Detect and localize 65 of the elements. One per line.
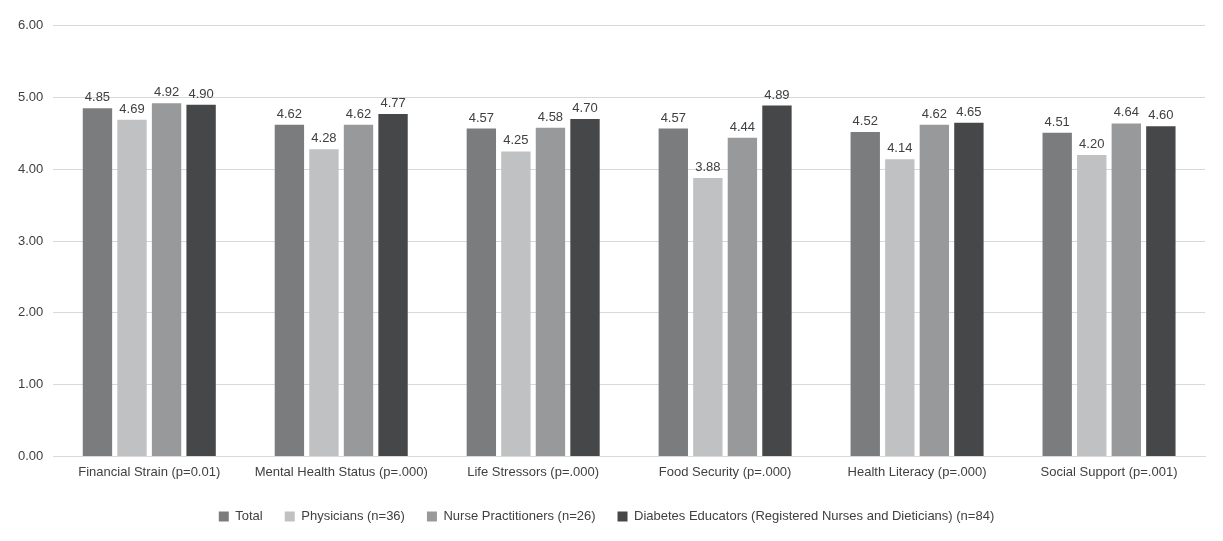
bar <box>378 114 408 456</box>
data-label: 4.89 <box>764 86 790 102</box>
y-tick-label: 3.00 <box>17 232 44 248</box>
bar <box>151 103 182 456</box>
data-label: 4.65 <box>956 103 982 119</box>
y-tick-label: 5.00 <box>17 89 44 105</box>
y-tick-label: 1.00 <box>17 376 44 392</box>
data-label: 4.51 <box>1044 113 1070 129</box>
legend-label: Diabetes Educators (Registered Nurses and Dieticians) (n=84) <box>634 508 995 524</box>
data-label: 4.77 <box>380 95 406 111</box>
bar <box>1042 132 1072 456</box>
data-label: 4.62 <box>345 105 372 121</box>
x-tick-label: Mental Health Status (p=.000) <box>254 463 428 479</box>
bar <box>186 104 216 456</box>
data-label: 4.28 <box>311 130 337 146</box>
bar <box>850 132 880 456</box>
bar <box>885 159 915 456</box>
data-label: 4.92 <box>153 84 180 100</box>
x-tick-label: Health Literacy (p=.000) <box>847 463 987 479</box>
data-label: 4.57 <box>660 109 686 125</box>
bar <box>274 124 305 456</box>
bar <box>570 119 600 456</box>
data-label: 4.60 <box>1148 107 1174 123</box>
data-label: 3.88 <box>695 159 721 175</box>
data-label: 4.57 <box>468 109 495 125</box>
data-label: 4.70 <box>572 100 598 116</box>
data-label: 4.44 <box>729 118 756 134</box>
y-tick-label: 0.00 <box>17 447 44 463</box>
bar <box>309 149 339 456</box>
x-tick-label: Financial Strain (p=0.01) <box>78 463 221 479</box>
legend-label: Total <box>235 508 263 524</box>
data-label: 4.90 <box>188 85 214 101</box>
bar <box>343 124 374 456</box>
bar <box>1077 154 1107 456</box>
bar <box>658 128 688 456</box>
bar <box>693 177 723 456</box>
data-label: 4.85 <box>84 89 111 105</box>
x-tick-label: Food Security (p=.000) <box>658 463 792 479</box>
legend-label: Physicians (n=36) <box>301 508 405 524</box>
bar <box>954 122 984 456</box>
x-tick-label: Social Support (p=.001) <box>1040 463 1178 479</box>
y-tick-label: 4.00 <box>17 160 44 176</box>
legend-label: Nurse Practitioners (n=26) <box>443 508 596 524</box>
bar <box>1111 123 1141 456</box>
bar <box>762 105 792 456</box>
data-label: 4.62 <box>921 105 948 121</box>
data-label: 4.25 <box>503 132 529 148</box>
data-label: 4.20 <box>1079 136 1105 152</box>
bar <box>117 119 147 456</box>
bar <box>82 108 113 456</box>
x-tick-label: Life Stressors (p=.000) <box>467 463 600 479</box>
bar <box>919 124 950 456</box>
data-label: 4.52 <box>852 113 878 129</box>
bar <box>501 151 531 456</box>
data-label: 4.62 <box>276 105 303 121</box>
bar <box>1146 126 1176 456</box>
data-label: 4.64 <box>1113 104 1139 120</box>
data-label: 4.69 <box>119 100 145 116</box>
data-label: 4.58 <box>537 108 564 124</box>
bar <box>727 137 758 456</box>
y-tick-label: 2.00 <box>17 304 44 320</box>
bar <box>466 128 497 456</box>
data-label: 4.14 <box>887 140 913 156</box>
bar <box>535 127 566 456</box>
y-tick-label: 6.00 <box>17 17 44 33</box>
